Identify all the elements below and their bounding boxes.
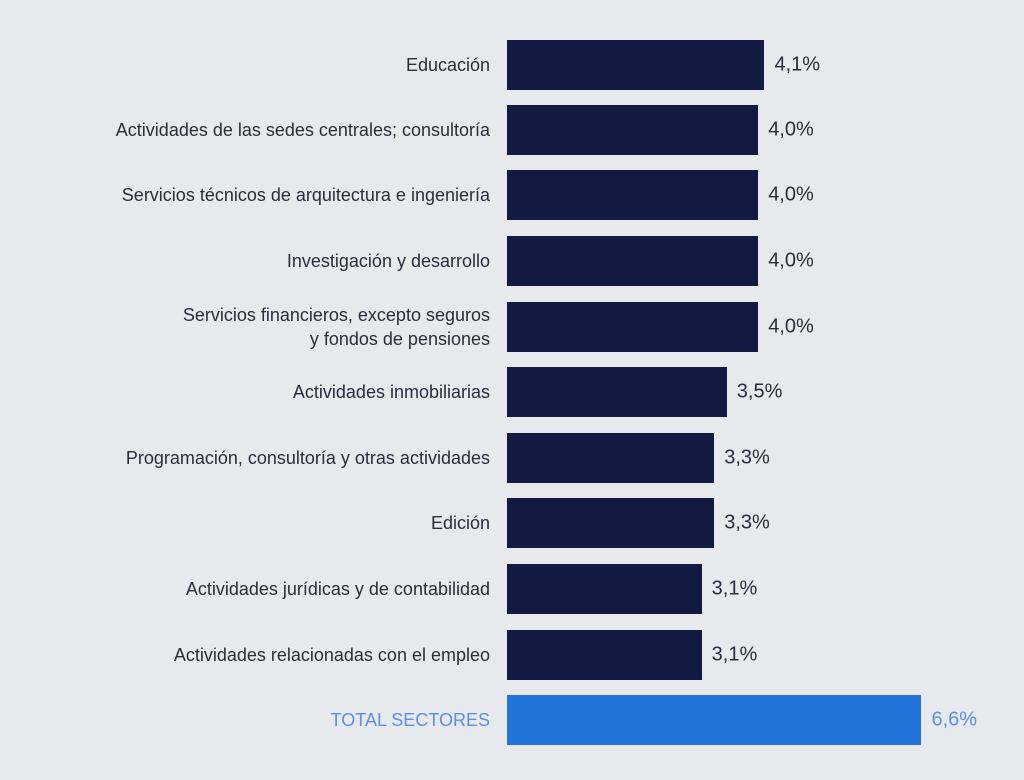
bar — [507, 564, 702, 614]
data-label: 3,3% — [724, 511, 770, 534]
data-label: 4,0% — [768, 315, 814, 338]
category-label: Actividades jurídicas y de contabilidad — [185, 579, 490, 599]
bar — [507, 302, 759, 352]
category-label: Actividades de las sedes centrales; cons… — [115, 120, 490, 140]
bar — [507, 105, 759, 155]
data-label: 3,1% — [711, 643, 758, 666]
data-label: 4,0% — [768, 249, 814, 272]
category-label: TOTAL SECTORES — [330, 710, 490, 730]
bar — [507, 170, 759, 220]
category-label: Programación, consultoría y otras activi… — [125, 448, 490, 468]
category-label: Investigación y desarrollo — [286, 251, 490, 271]
bar — [507, 433, 715, 483]
bar — [507, 367, 727, 417]
data-label: 3,5% — [736, 380, 783, 403]
data-label: 4,1% — [774, 53, 821, 76]
category-label: Educación — [405, 55, 490, 75]
category-label: Actividades relacionadas con el empleo — [173, 645, 490, 665]
data-label: 4,0% — [768, 118, 814, 141]
bar — [507, 498, 715, 548]
category-label: Edición — [430, 513, 490, 533]
category-label: Servicios técnicos de arquitectura e ing… — [121, 185, 490, 205]
bar — [507, 695, 922, 745]
data-label: 3,3% — [724, 446, 770, 469]
data-label: 3,1% — [711, 577, 758, 600]
category-label: Servicios financieros, excepto seguros y… — [182, 305, 490, 349]
bar — [507, 40, 765, 90]
data-label: 6,6% — [931, 708, 978, 731]
bar — [507, 236, 759, 286]
category-label: Actividades inmobiliarias — [292, 382, 490, 402]
bar — [507, 630, 702, 680]
data-label: 4,0% — [768, 183, 814, 206]
